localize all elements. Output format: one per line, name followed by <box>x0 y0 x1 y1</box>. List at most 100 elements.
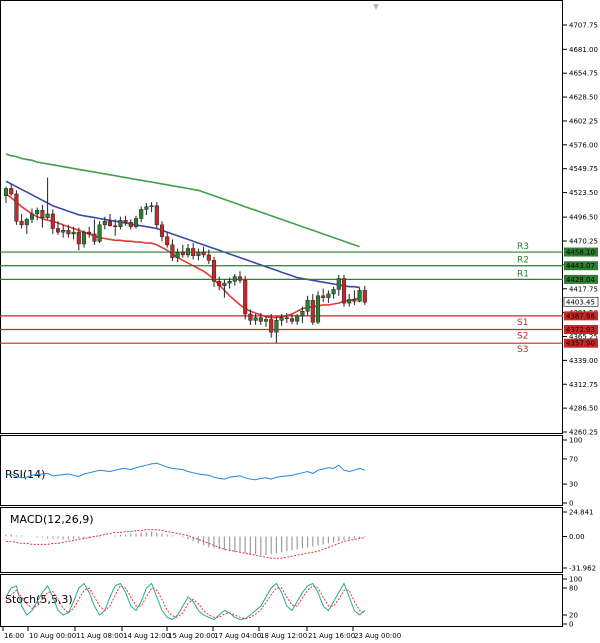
ma-fast-line <box>5 193 360 319</box>
level-value-r3: 4458.10 <box>566 249 595 257</box>
candle-body <box>87 231 92 235</box>
candle-body <box>170 244 175 258</box>
candle-body <box>107 220 113 227</box>
candle-body <box>289 318 295 322</box>
time-tick-label: 11 Aug 08:00 <box>76 632 123 640</box>
candle-body <box>185 248 191 256</box>
candle-body <box>305 300 310 312</box>
candle-body <box>336 278 341 290</box>
price-tick-label: 4260.25 <box>569 429 598 437</box>
ma-slow-line <box>5 153 360 248</box>
price-tick-label: 4654.75 <box>569 70 598 78</box>
stoch-k-line <box>5 582 366 621</box>
indicator-tick-label: -31.962 <box>569 565 596 573</box>
candle-body <box>284 317 289 319</box>
candle-body <box>40 210 45 218</box>
price-tick-label: 4470.25 <box>569 238 598 246</box>
indicator-tick-label: 30 <box>569 481 578 489</box>
indicator-tick-label: 24.841 <box>569 509 594 517</box>
candle-body <box>206 254 211 261</box>
time-tick-label: 18 Aug 12:00 <box>260 632 307 640</box>
price-tick-label: 4496.50 <box>569 214 598 222</box>
candle-body <box>310 300 315 323</box>
scroll-indicator-icon[interactable] <box>373 4 379 10</box>
price-tick-label: 4707.75 <box>569 22 598 30</box>
moving-averages <box>5 153 360 319</box>
level-name-s1: S1 <box>517 318 528 328</box>
level-value-tag <box>564 247 598 257</box>
candle-body <box>279 317 284 321</box>
price-tick-label: 4523.50 <box>569 189 598 197</box>
candle-body <box>9 188 14 195</box>
candle-body <box>315 295 321 323</box>
level-value-tag <box>564 274 598 284</box>
candle-body <box>232 276 237 282</box>
candle-body <box>269 319 274 333</box>
candle-body <box>14 193 19 222</box>
level-name-s2: S2 <box>517 332 528 342</box>
candle-body <box>341 278 347 304</box>
candle-body <box>201 251 206 256</box>
candle-body <box>347 299 352 304</box>
price-tick-label: 4681.00 <box>569 46 598 54</box>
candle-body <box>263 319 269 322</box>
candlesticks <box>3 177 367 344</box>
indicator-tick-label: 70 <box>569 455 578 463</box>
time-tick-label: 23 Aug 00:00 <box>354 632 401 640</box>
candle-body <box>35 210 40 215</box>
macd-signal-line <box>6 529 365 559</box>
indicator-tick-label: 20 <box>569 612 578 620</box>
candle-body <box>165 236 170 246</box>
price-tick-label: 4549.75 <box>569 165 598 173</box>
candle-body <box>180 251 185 256</box>
time-tick-label: 10 Aug 00:00 <box>29 632 76 640</box>
time-tick-label: 17 Aug 04:00 <box>214 632 261 640</box>
candle-body <box>159 224 165 237</box>
candle-body <box>300 311 305 317</box>
candle-body <box>295 315 300 322</box>
time-axis: 16:00 10 Aug 00:00 11 Aug 08:00 14 Aug 12:0… <box>2 627 401 640</box>
price-tick-label: 4602.25 <box>569 117 598 125</box>
candle-body <box>102 220 107 226</box>
level-value-r2: 4443.07 <box>566 262 595 270</box>
price-tick-label: 4286.50 <box>569 405 598 413</box>
candle-body <box>196 251 201 257</box>
candle-body <box>113 225 118 228</box>
candle-body <box>222 282 227 287</box>
price-tick-label: 4365.25 <box>569 333 598 341</box>
candle-body <box>258 317 263 322</box>
rsi-line <box>5 462 365 481</box>
candle-body <box>128 221 133 227</box>
level-name-r2: R2 <box>517 256 529 266</box>
macd-pane: MACD(12,26,9) 24.841 0.00 -31.962 <box>5 509 596 573</box>
support-resistance-levels: R3 4458.10 R2 4443.07 R1 4428.04 S1 4387.96 S2 43… <box>0 242 599 355</box>
time-tick-label: 16:00 <box>4 632 24 640</box>
level-value-tag <box>564 261 598 271</box>
candle-body <box>45 213 50 218</box>
candle-body <box>248 313 253 321</box>
price-tick-label: 4417.75 <box>569 285 598 293</box>
macd-pane-border <box>0 507 563 573</box>
rsi-axis: 100 70 30 0 <box>563 437 582 508</box>
candle-body <box>24 219 29 226</box>
time-tick-label: 21 Aug 16:00 <box>308 632 355 640</box>
candle-body <box>55 228 61 233</box>
stoch-d-line <box>5 585 365 620</box>
indicator-tick-label: 80 <box>569 585 578 593</box>
main-pane-border <box>0 0 563 434</box>
candle-body <box>357 290 362 302</box>
candle-body <box>253 317 258 321</box>
candle-body <box>149 205 154 208</box>
candle-body <box>227 281 232 284</box>
candle-body <box>331 289 336 295</box>
candle-body <box>139 209 144 219</box>
indicator-tick-label: 0 <box>569 621 573 629</box>
candle-body <box>3 188 9 197</box>
price-tick-label: 4339.00 <box>569 357 598 365</box>
candle-body <box>81 231 87 245</box>
candle-body <box>321 295 326 298</box>
level-name-r1: R1 <box>517 269 529 279</box>
candle-body <box>76 231 81 245</box>
stoch-pane-border <box>0 574 563 627</box>
